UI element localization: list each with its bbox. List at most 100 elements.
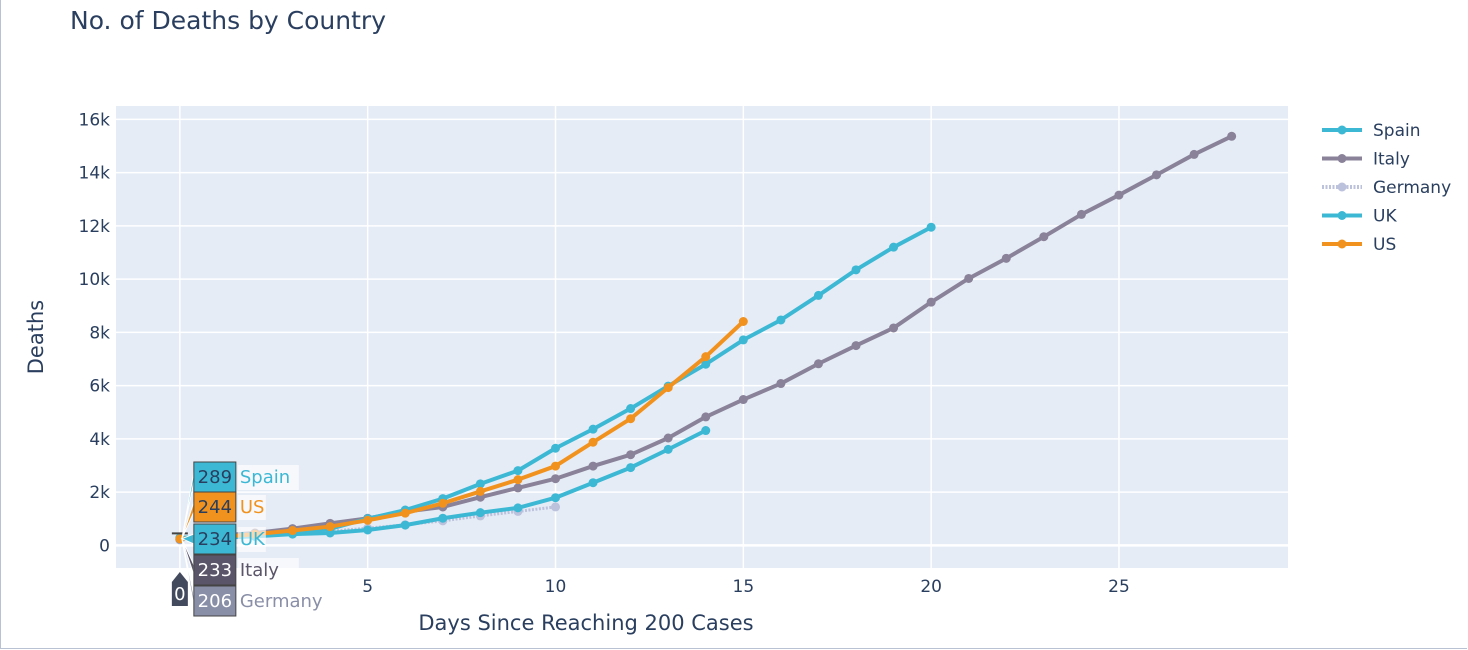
hover-name-bg bbox=[237, 465, 299, 490]
data-point[interactable] bbox=[588, 424, 598, 434]
data-point[interactable] bbox=[551, 443, 560, 453]
data-point[interactable] bbox=[325, 522, 335, 532]
data-point[interactable] bbox=[813, 359, 823, 369]
data-point[interactable] bbox=[551, 502, 560, 512]
hover-tooltip: 289 Spain 244 US 234 UK 233 Italy 206 Germany 0 bbox=[171, 461, 323, 617]
x-tick-label: 25 bbox=[1108, 577, 1130, 597]
legend-item-germany[interactable]: Germany bbox=[1322, 178, 1451, 198]
x-axis-title: Days Since Reaching 200 Cases bbox=[418, 611, 753, 635]
legend-item-spain[interactable]: Spain bbox=[1322, 121, 1421, 141]
data-point[interactable] bbox=[400, 508, 410, 518]
data-point[interactable] bbox=[513, 483, 523, 493]
hover-box bbox=[193, 523, 237, 555]
data-point[interactable] bbox=[475, 479, 485, 489]
data-point[interactable] bbox=[438, 513, 448, 523]
data-point[interactable] bbox=[701, 359, 711, 369]
hover-value: 206 bbox=[198, 591, 232, 612]
data-point[interactable] bbox=[1152, 170, 1162, 180]
data-point[interactable] bbox=[513, 503, 523, 513]
data-point[interactable] bbox=[626, 404, 636, 414]
data-point[interactable] bbox=[663, 444, 673, 454]
y-tick-label: 14k bbox=[79, 164, 111, 184]
x-tick-label: 20 bbox=[920, 577, 942, 597]
data-point[interactable] bbox=[588, 461, 598, 471]
data-point[interactable] bbox=[1189, 149, 1199, 159]
data-point[interactable] bbox=[588, 437, 598, 447]
data-point[interactable] bbox=[626, 414, 636, 424]
y-tick-label: 10k bbox=[79, 270, 111, 290]
data-point[interactable] bbox=[288, 526, 298, 536]
legend-label: Spain bbox=[1373, 121, 1421, 141]
data-point[interactable] bbox=[588, 478, 598, 488]
data-point[interactable] bbox=[738, 317, 748, 327]
hover-x-box bbox=[171, 572, 188, 606]
legend-swatch-marker bbox=[1337, 125, 1347, 135]
data-point[interactable] bbox=[513, 475, 523, 485]
y-tick-label: 16k bbox=[79, 110, 111, 130]
data-point[interactable] bbox=[701, 352, 711, 362]
data-point[interactable] bbox=[438, 498, 448, 508]
legend-item-us[interactable]: US bbox=[1322, 235, 1396, 255]
data-point[interactable] bbox=[663, 433, 673, 443]
hover-name-bg bbox=[237, 527, 266, 552]
hover-name-bg bbox=[237, 495, 266, 520]
legend-label: US bbox=[1373, 235, 1396, 255]
legend-swatch-marker bbox=[1337, 239, 1347, 249]
x-tick-label: 10 bbox=[545, 577, 567, 597]
data-point[interactable] bbox=[513, 466, 523, 476]
data-point[interactable] bbox=[663, 383, 673, 393]
data-point[interactable] bbox=[926, 222, 936, 232]
data-point[interactable] bbox=[400, 520, 410, 530]
hover-name-bg bbox=[237, 589, 321, 614]
data-point[interactable] bbox=[776, 315, 786, 325]
data-point[interactable] bbox=[926, 297, 936, 307]
x-tick-label: 15 bbox=[733, 577, 755, 597]
data-point[interactable] bbox=[889, 242, 899, 252]
legend-item-uk[interactable]: UK bbox=[1322, 207, 1397, 227]
y-tick-label: 4k bbox=[89, 430, 110, 450]
data-point[interactable] bbox=[851, 265, 861, 275]
hover-value: 234 bbox=[198, 529, 232, 550]
data-point[interactable] bbox=[1114, 190, 1124, 200]
hover-box bbox=[193, 491, 237, 523]
data-point[interactable] bbox=[551, 461, 560, 471]
data-point[interactable] bbox=[964, 273, 974, 283]
data-point[interactable] bbox=[851, 341, 861, 351]
data-point[interactable] bbox=[475, 508, 485, 518]
data-point[interactable] bbox=[551, 474, 560, 484]
data-point[interactable] bbox=[701, 412, 711, 422]
legend-label: UK bbox=[1373, 207, 1397, 227]
data-point[interactable] bbox=[551, 493, 560, 503]
hover-value: 233 bbox=[198, 560, 232, 581]
hover-name-bg bbox=[237, 558, 299, 583]
data-point[interactable] bbox=[363, 525, 373, 535]
legend-swatch-marker bbox=[1337, 182, 1347, 192]
data-point[interactable] bbox=[1076, 209, 1086, 219]
hover-box bbox=[193, 554, 237, 586]
hover-series-name: Germany bbox=[240, 591, 323, 612]
y-tick-label: 6k bbox=[89, 377, 110, 397]
hover-value: 289 bbox=[198, 467, 232, 488]
data-point[interactable] bbox=[475, 486, 485, 496]
data-point[interactable] bbox=[813, 290, 823, 300]
data-point[interactable] bbox=[363, 515, 373, 525]
data-point[interactable] bbox=[1227, 131, 1237, 141]
data-point[interactable] bbox=[776, 379, 786, 389]
y-axis-title: Deaths bbox=[24, 300, 48, 374]
data-point[interactable] bbox=[738, 395, 748, 405]
data-point[interactable] bbox=[626, 463, 636, 473]
data-point[interactable] bbox=[1039, 232, 1049, 242]
hover-series-name: UK bbox=[240, 529, 266, 550]
data-point[interactable] bbox=[1001, 253, 1011, 263]
data-point[interactable] bbox=[738, 335, 748, 345]
data-point[interactable] bbox=[626, 450, 636, 460]
legend-label: Italy bbox=[1373, 150, 1410, 170]
data-point[interactable] bbox=[701, 426, 711, 436]
legend-item-italy[interactable]: Italy bbox=[1322, 150, 1410, 170]
y-tick-label: 8k bbox=[89, 323, 110, 343]
data-point[interactable] bbox=[889, 323, 899, 333]
series-line[interactable] bbox=[179, 320, 745, 541]
hover-box bbox=[193, 585, 237, 617]
